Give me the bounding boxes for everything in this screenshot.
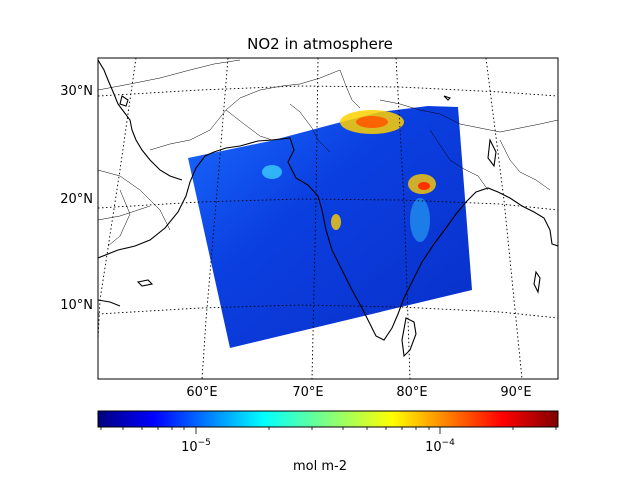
lat-label-30n: 30°N: [60, 84, 93, 99]
tick-base: 10: [181, 440, 198, 455]
colorbar: [97, 410, 559, 428]
lon-label-90e: 90°E: [500, 385, 531, 400]
lon-label-80e: 80°E: [396, 385, 427, 400]
tick-base: 10: [425, 440, 442, 455]
lat-label-20n: 20°N: [60, 192, 93, 207]
country-borders: [98, 59, 558, 247]
tick-exponent: −5: [198, 438, 211, 448]
map-title: NO2 in atmosphere: [247, 35, 393, 53]
map-area: [98, 58, 558, 379]
tick-exponent: −4: [442, 438, 456, 448]
colorbar-ticks: [100, 427, 557, 434]
hotspot-west-coast: [331, 214, 341, 230]
colorbar-tick-label-1e-4: 10−4: [425, 438, 455, 455]
colorbar-label: mol m-2: [293, 459, 347, 474]
lon-label-60e: 60°E: [186, 385, 217, 400]
colorbar-tick-label-1e-5: 10−5: [181, 438, 211, 455]
coastlines: [98, 59, 558, 358]
graticule: [98, 58, 558, 379]
lat-label-10n: 10°N: [60, 298, 93, 313]
lon-label-70e: 70°E: [292, 385, 323, 400]
map-frame: [97, 57, 559, 380]
no2-swath: [188, 106, 472, 348]
